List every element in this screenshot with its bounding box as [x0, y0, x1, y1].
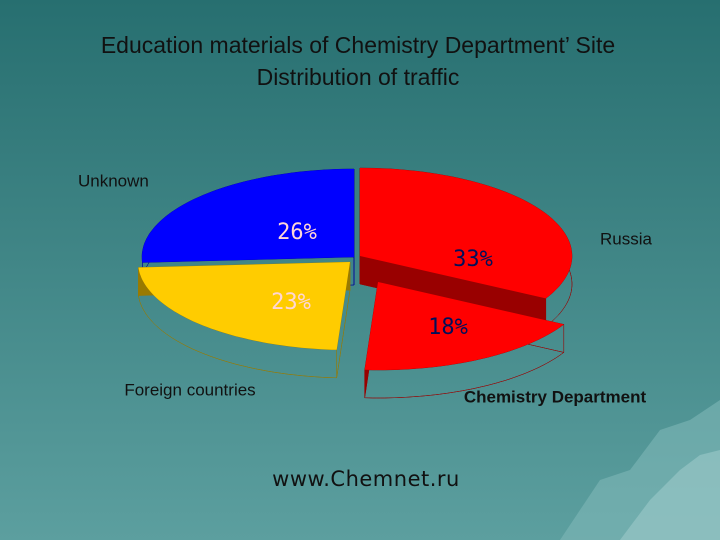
value-label: 26% — [277, 220, 317, 245]
mountain-decoration — [620, 450, 720, 540]
chart-subtitle: Distribution of traffic — [257, 64, 460, 90]
chart-title: Education materials of Chemistry Departm… — [101, 32, 615, 58]
pie-slice — [142, 169, 354, 263]
slice-label: Chemistry Department — [464, 387, 647, 406]
value-label: 18% — [428, 315, 468, 340]
pie-slice — [138, 262, 350, 350]
value-label: 33% — [453, 247, 493, 272]
pie-slice — [364, 282, 564, 370]
slice-label: Unknown — [78, 171, 149, 190]
slice-label: Foreign countries — [124, 380, 255, 399]
value-label: 23% — [271, 290, 311, 315]
footer: www.Chemnet.ru — [272, 467, 460, 491]
slice-label: Russia — [600, 229, 653, 248]
pie — [138, 167, 573, 399]
pie-slice — [360, 168, 572, 299]
